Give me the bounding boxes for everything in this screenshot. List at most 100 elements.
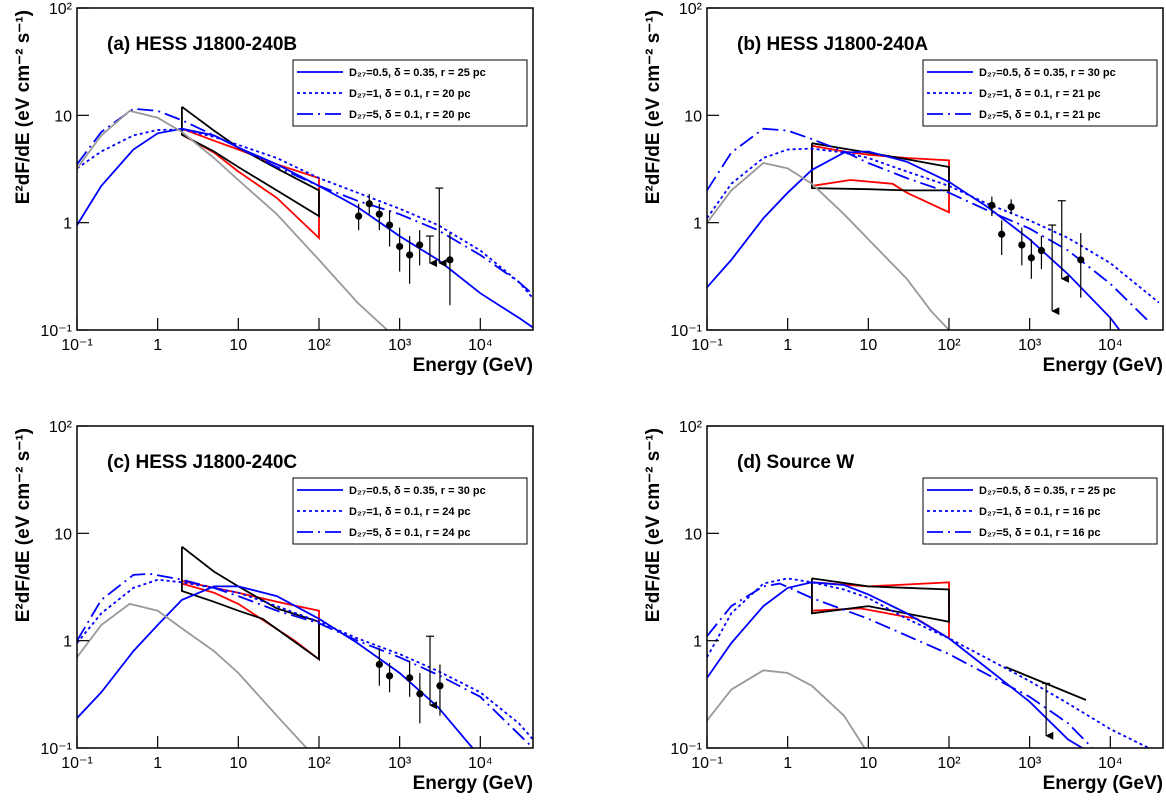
- data-point: [1077, 256, 1085, 264]
- plot-area: [77, 545, 533, 748]
- model-curve: [77, 109, 388, 330]
- x-axis-label: Energy (GeV): [1043, 355, 1163, 376]
- bowtie: [181, 545, 320, 662]
- panel-title: (d) Source W: [737, 452, 854, 473]
- x-axis-label: Energy (GeV): [413, 773, 533, 794]
- x-tick-label: 10³: [1018, 337, 1042, 354]
- legend-label: D₂₇=5, δ = 0.1, r = 21 pc: [979, 109, 1100, 121]
- legend-label: D₂₇=0.5, δ = 0.35, r = 30 pc: [349, 485, 486, 497]
- data-point: [406, 674, 414, 682]
- plot-area: [707, 577, 1150, 748]
- legend-label: D₂₇=5, δ = 0.1, r = 16 pc: [979, 527, 1100, 539]
- model-curve: [707, 581, 1083, 748]
- data-point: [436, 682, 444, 690]
- model-curve: [77, 602, 308, 748]
- data-point: [998, 230, 1006, 238]
- model-curve: [77, 107, 533, 296]
- x-tick-label: 10: [229, 755, 247, 772]
- x-tick-label: 10: [859, 337, 877, 354]
- y-tick-label: 10: [54, 526, 72, 543]
- data-point: [355, 212, 363, 220]
- x-tick-label: 10: [229, 337, 247, 354]
- x-tick-label: 10⁻¹: [691, 337, 723, 354]
- legend: D₂₇=0.5, δ = 0.35, r = 30 pc D₂₇=1, δ = 0…: [292, 477, 528, 545]
- legend-box: [922, 477, 1158, 545]
- x-tick-label: 10: [859, 755, 877, 772]
- panel-title: (b) HESS J1800-240A: [737, 34, 928, 55]
- legend: D₂₇=0.5, δ = 0.35, r = 25 pc D₂₇=1, δ = 0…: [292, 59, 528, 127]
- bowtie: [811, 577, 950, 623]
- data-point: [1007, 203, 1015, 211]
- model-curve: [707, 577, 1150, 748]
- data-point: [406, 251, 414, 259]
- model-curve: [707, 147, 1160, 304]
- model-curve: [707, 582, 1094, 748]
- x-tick-label: 10²: [937, 755, 961, 772]
- legend-label: D₂₇=1, δ = 0.1, r = 24 pc: [349, 506, 470, 518]
- model-curve: [707, 162, 950, 330]
- y-tick-label: 1: [63, 634, 72, 651]
- data-point: [416, 690, 424, 698]
- legend-box: [292, 477, 528, 545]
- x-tick-label: 10⁻¹: [61, 755, 93, 772]
- y-axis-label: E²dF/dE (eV cm⁻² s⁻¹): [643, 10, 664, 204]
- x-tick-label: 10²: [307, 755, 331, 772]
- bowtie: [811, 144, 950, 214]
- frame: [76, 7, 534, 331]
- model-curve: [77, 585, 474, 748]
- y-tick-label: 10⁻¹: [670, 323, 702, 340]
- data-point: [375, 660, 383, 669]
- y-tick-label: 10: [54, 108, 72, 125]
- data-point: [1018, 241, 1026, 249]
- x-tick-label: 10⁻¹: [61, 337, 93, 354]
- plot-area: [77, 106, 533, 330]
- y-tick-label: 10⁻¹: [670, 741, 702, 758]
- legend-box: [292, 59, 528, 127]
- y-tick-label: 1: [693, 216, 702, 233]
- plot-area: [707, 127, 1160, 330]
- y-tick-label: 10²: [49, 419, 73, 436]
- panel: 10⁻¹ 1 10 10² 10³ 10⁴ 10⁻¹ 1 10 10² (b) HESS J1800…: [643, 1, 1164, 376]
- y-tick-label: 10: [684, 108, 702, 125]
- panel-title: (a) HESS J1800-240B: [107, 34, 297, 55]
- x-tick-label: 10³: [1018, 755, 1042, 772]
- y-tick-label: 10²: [679, 1, 703, 18]
- y-axis-label: E²dF/dE (eV cm⁻² s⁻¹): [13, 10, 34, 204]
- y-tick-label: 1: [63, 216, 72, 233]
- x-tick-label: 10³: [388, 755, 412, 772]
- frame: [706, 7, 1164, 331]
- legend-box: [922, 59, 1158, 127]
- x-axis-label: Energy (GeV): [1043, 773, 1163, 794]
- data-point: [385, 672, 394, 680]
- legend-label: D₂₇=0.5, δ = 0.35, r = 25 pc: [349, 67, 486, 79]
- x-tick-label: 10⁴: [1098, 337, 1123, 354]
- x-tick-label: 10³: [388, 337, 412, 354]
- model-curve: [77, 572, 533, 748]
- legend: D₂₇=0.5, δ = 0.35, r = 25 pc D₂₇=1, δ = 0…: [922, 477, 1158, 545]
- bowtie: [811, 142, 950, 192]
- x-tick-label: 10⁴: [468, 755, 493, 772]
- x-tick-label: 10²: [937, 337, 961, 354]
- x-tick-label: 1: [783, 337, 792, 354]
- data-point: [385, 221, 394, 229]
- panel: 10⁻¹ 1 10 10² 10³ 10⁴ 10⁻¹ 1 10 10² (a) HESS J1800…: [13, 1, 534, 376]
- legend-label: D₂₇=1, δ = 0.1, r = 21 pc: [979, 88, 1100, 100]
- model-curve: [707, 127, 1150, 323]
- x-tick-label: 10⁻¹: [691, 755, 723, 772]
- data-point: [446, 256, 454, 264]
- legend-label: D₂₇=0.5, δ = 0.35, r = 30 pc: [979, 67, 1116, 79]
- model-curve: [77, 127, 533, 329]
- x-tick-label: 10⁴: [1098, 755, 1123, 772]
- data-point: [365, 200, 373, 208]
- y-tick-label: 10²: [679, 419, 703, 436]
- y-tick-label: 1: [693, 634, 702, 651]
- model-curve: [77, 578, 533, 741]
- y-tick-label: 10⁻¹: [40, 741, 72, 758]
- frame: [706, 425, 1164, 749]
- x-tick-label: 10⁴: [468, 337, 493, 354]
- y-tick-label: 10⁻¹: [40, 323, 72, 340]
- data-point: [416, 241, 424, 249]
- model-curve: [707, 669, 866, 748]
- y-axis-label: E²dF/dE (eV cm⁻² s⁻¹): [13, 428, 34, 622]
